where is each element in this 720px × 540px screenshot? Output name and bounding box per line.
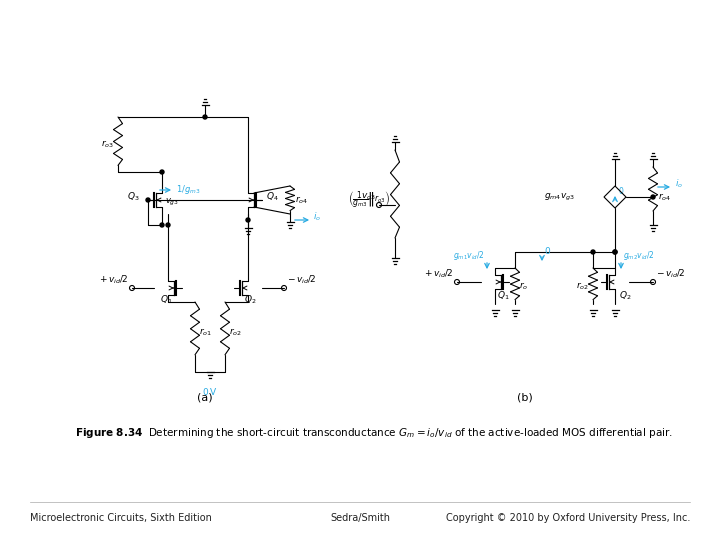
Text: (b): (b) <box>517 392 533 402</box>
Circle shape <box>203 115 207 119</box>
Text: $Q_2$: $Q_2$ <box>244 293 256 306</box>
Text: $-\,v_{id}/2$: $-\,v_{id}/2$ <box>656 267 685 280</box>
Circle shape <box>651 195 655 199</box>
Circle shape <box>613 250 617 254</box>
Circle shape <box>166 223 170 227</box>
Text: $i_o$: $i_o$ <box>313 211 321 223</box>
Circle shape <box>613 250 617 254</box>
Text: $+\,v_{id}/2$: $+\,v_{id}/2$ <box>99 273 129 286</box>
Text: $i_o$: $i_o$ <box>675 178 683 190</box>
Text: $Q_3$: $Q_3$ <box>127 191 140 203</box>
Text: $Q_1$: $Q_1$ <box>497 289 510 301</box>
Text: $\left(\dfrac{1}{g_{m3}}\middle\|r_{o3}\right)$: $\left(\dfrac{1}{g_{m3}}\middle\|r_{o3}\… <box>348 190 390 210</box>
Text: $+\,v_{id}/2$: $+\,v_{id}/2$ <box>424 267 454 280</box>
Text: $g_{m2}v_{id}/2$: $g_{m2}v_{id}/2$ <box>623 249 654 262</box>
Circle shape <box>160 223 164 227</box>
Text: $Q_4$: $Q_4$ <box>266 191 279 203</box>
Text: (a): (a) <box>197 392 213 402</box>
Text: Copyright © 2010 by Oxford University Press, Inc.: Copyright © 2010 by Oxford University Pr… <box>446 513 690 523</box>
Text: $r_{o2}$: $r_{o2}$ <box>229 326 242 338</box>
Text: $0$: $0$ <box>544 245 551 255</box>
Text: $r_{o4}$: $r_{o4}$ <box>295 194 308 206</box>
Text: $r_{o1}$: $r_{o1}$ <box>199 326 212 338</box>
Text: $r_{o2}$: $r_{o2}$ <box>576 280 589 292</box>
Text: Sedra/Smith: Sedra/Smith <box>330 513 390 523</box>
Text: $r_{o3}$: $r_{o3}$ <box>101 139 114 150</box>
Text: Determining the short-circuit transconductance $G_{m} = i_o/v_{id}$ of the activ: Determining the short-circuit transcondu… <box>148 426 673 440</box>
Text: $0\,\mathrm{V}$: $0\,\mathrm{V}$ <box>202 386 217 397</box>
Circle shape <box>146 198 150 202</box>
Text: $1/g_{m3}$: $1/g_{m3}$ <box>176 184 200 197</box>
Text: $Q_2$: $Q_2$ <box>619 289 631 301</box>
Circle shape <box>160 170 164 174</box>
Circle shape <box>591 250 595 254</box>
Text: Microelectronic Circuits, Sixth Edition: Microelectronic Circuits, Sixth Edition <box>30 513 212 523</box>
Circle shape <box>246 218 250 222</box>
Text: $g_{m4}v_{g3}$: $g_{m4}v_{g3}$ <box>544 192 575 202</box>
Text: $r_o$: $r_o$ <box>519 280 528 292</box>
Text: $v_{g3}$: $v_{g3}$ <box>361 192 376 203</box>
Text: $r_{o4}$: $r_{o4}$ <box>658 191 671 202</box>
Text: $Q_1$: $Q_1$ <box>160 293 172 306</box>
Text: $0$: $0$ <box>618 186 624 197</box>
Text: $\mathbf{Figure\ 8.34}$: $\mathbf{Figure\ 8.34}$ <box>75 426 143 440</box>
Text: $v_{g3}$: $v_{g3}$ <box>165 197 179 207</box>
Text: $-\,v_{id}/2$: $-\,v_{id}/2$ <box>287 273 317 286</box>
Text: $g_{m1}v_{id}/2$: $g_{m1}v_{id}/2$ <box>454 249 485 262</box>
